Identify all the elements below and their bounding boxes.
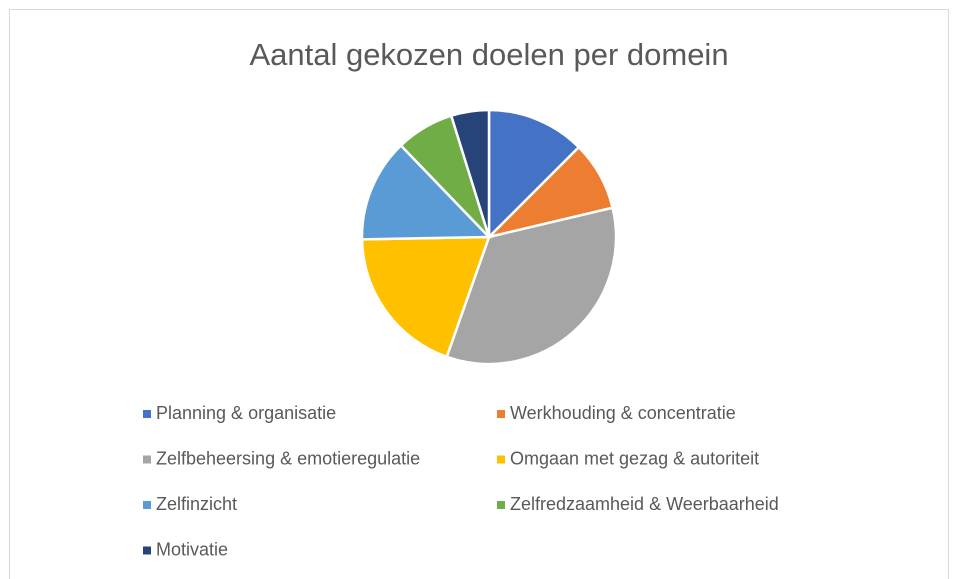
legend-marker xyxy=(143,410,151,418)
legend-label: Planning & organisatie xyxy=(156,403,336,423)
legend-label: Zelfredzaamheid & Weerbaarheid xyxy=(510,494,779,514)
legend-marker xyxy=(143,546,151,555)
legend-label: Werkhouding & concentratie xyxy=(510,403,736,423)
legend-marker xyxy=(497,410,505,418)
pie-slice xyxy=(449,108,491,238)
pie-slice xyxy=(487,108,581,241)
chart-title: Aantal gekozen doelen per domein xyxy=(249,37,728,72)
legend-label: Motivatie xyxy=(156,539,228,559)
legend-marker xyxy=(497,455,505,464)
pie-slice xyxy=(360,235,491,359)
legend-marker xyxy=(143,455,151,464)
pie-slice xyxy=(445,206,618,366)
legend-marker xyxy=(497,501,505,509)
legend-label: Omgaan met gezag & autoriteit xyxy=(510,448,759,468)
legend-label: Zelfinzicht xyxy=(156,494,237,514)
legend-label: Zelfbeheersing & emotieregulatie xyxy=(156,448,420,468)
pie-slice xyxy=(360,143,492,241)
legend-marker xyxy=(143,501,151,509)
